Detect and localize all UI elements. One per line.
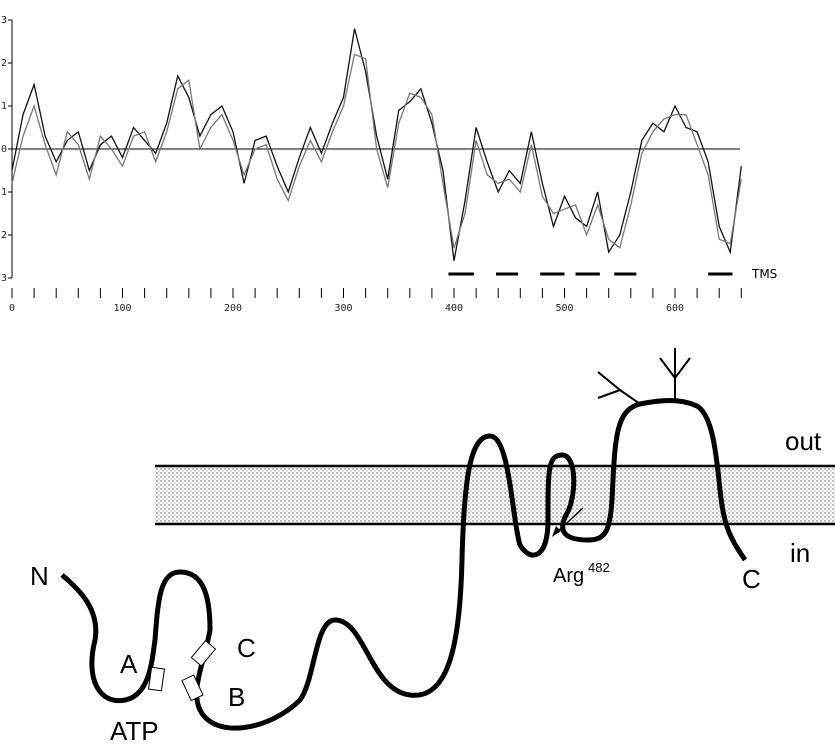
x-tick-label: 0: [9, 303, 15, 314]
label-out: out: [785, 426, 822, 456]
x-tick-label: 100: [113, 303, 131, 314]
x-tick-label: 300: [334, 303, 352, 314]
arrow-head: [552, 526, 561, 537]
label-b: B: [228, 682, 245, 712]
y-tick-label: -1: [0, 187, 7, 198]
tms-label: TMS: [751, 267, 777, 281]
label-atp: ATP: [110, 716, 159, 744]
hydropathy-line: [12, 54, 741, 248]
box-a: [149, 667, 165, 691]
x-tick-label: 600: [666, 303, 684, 314]
x-tick-label: 500: [555, 303, 573, 314]
glycosylation: [598, 348, 690, 404]
membrane: [155, 466, 835, 524]
y-tick-label: 1: [1, 101, 7, 112]
protein-chain: [62, 401, 745, 729]
label-c-term: C: [742, 564, 761, 594]
y-tick-label: 0: [1, 144, 7, 155]
y-tick-label: 3: [1, 15, 7, 26]
y-tick-label: -2: [0, 230, 7, 241]
label-c: C: [237, 633, 256, 663]
x-tick-label: 200: [224, 303, 242, 314]
y-tick-label: -3: [0, 273, 7, 284]
x-tick-label: 400: [445, 303, 463, 314]
label-arg: Arg: [553, 565, 584, 587]
topology-diagram: out in N C A C B ATP Arg 482: [30, 348, 835, 744]
y-tick-label: 2: [1, 58, 7, 69]
figure: -3 -2 -1 0 1 2 3 0 100 200 300 400 500 600 TMS out in …: [0, 0, 835, 744]
box-c: [191, 641, 215, 666]
label-arg-sup: 482: [588, 560, 610, 575]
label-n: N: [30, 561, 49, 591]
label-in: in: [790, 538, 810, 568]
label-a: A: [120, 649, 138, 679]
hydropathy-plot: -3 -2 -1 0 1 2 3 0 100 200 300 400 500 600 TMS: [0, 15, 777, 314]
